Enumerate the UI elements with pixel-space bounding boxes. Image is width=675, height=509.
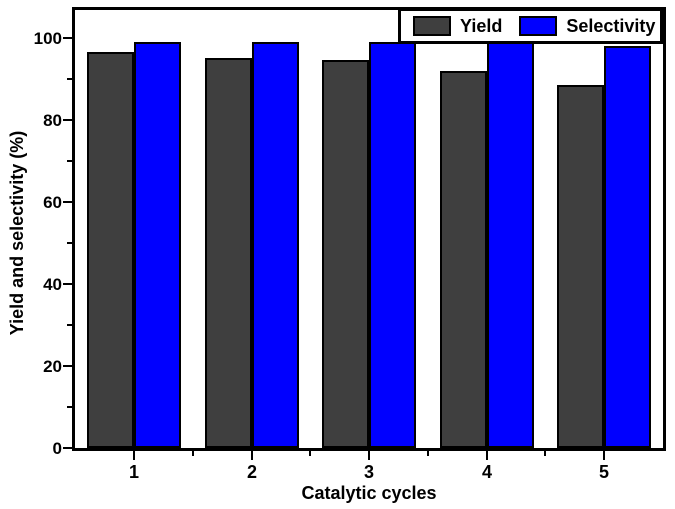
y-tick-60 — [63, 201, 72, 203]
bar-selectivity-cycle-1 — [134, 42, 181, 448]
y-tick-label-0: 0 — [52, 439, 62, 458]
x-tick-label-1: 1 — [128, 462, 139, 482]
x-minor-tick-3.5 — [427, 451, 429, 456]
bars-layer — [75, 10, 663, 448]
bar-yield-cycle-3 — [322, 60, 369, 448]
y-tick-label-100: 100 — [33, 29, 62, 48]
legend-label-selectivity: Selectivity — [566, 16, 656, 36]
bar-selectivity-cycle-3 — [369, 42, 416, 448]
x-axis-title: Catalytic cycles — [301, 483, 437, 503]
bar-selectivity-cycle-4 — [487, 42, 534, 448]
y-tick-80 — [63, 119, 72, 121]
x-tick-label-5: 5 — [598, 462, 609, 482]
y-tick-label-20: 20 — [43, 357, 62, 376]
y-tick-40 — [63, 283, 72, 285]
y-tick-label-80: 80 — [43, 111, 62, 130]
legend-swatch-selectivity — [519, 16, 558, 36]
bar-selectivity-cycle-5 — [604, 46, 651, 448]
y-tick-100 — [63, 37, 72, 39]
bar-selectivity-cycle-2 — [252, 42, 299, 448]
y-axis-title: Yield and selectivity (%) — [7, 130, 27, 336]
x-tick-4 — [486, 451, 488, 460]
x-tick-label-3: 3 — [363, 462, 374, 482]
x-tick-1 — [133, 451, 135, 460]
plot-area — [72, 7, 666, 451]
x-tick-3 — [368, 451, 370, 460]
x-minor-tick-4.5 — [544, 451, 546, 456]
x-minor-tick-1.5 — [192, 451, 194, 456]
bar-yield-cycle-5 — [557, 85, 604, 448]
legend-swatch-yield — [413, 16, 451, 36]
bar-yield-cycle-2 — [205, 58, 252, 448]
y-tick-20 — [63, 365, 72, 367]
x-tick-label-4: 4 — [481, 462, 492, 482]
x-minor-tick-2.5 — [309, 451, 311, 456]
y-tick-0 — [63, 447, 72, 449]
legend-label-yield: Yield — [460, 16, 503, 36]
x-tick-label-2: 2 — [246, 462, 257, 482]
x-tick-2 — [251, 451, 253, 460]
legend: Yield Selectivity — [398, 8, 663, 44]
x-tick-5 — [603, 451, 605, 460]
bar-yield-cycle-4 — [440, 71, 487, 448]
bar-yield-cycle-1 — [87, 52, 134, 448]
